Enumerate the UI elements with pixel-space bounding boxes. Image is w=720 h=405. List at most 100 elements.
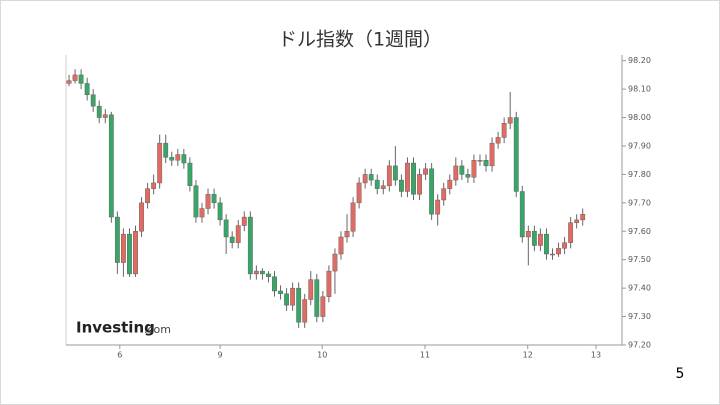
candle-body xyxy=(133,231,138,275)
candle-body xyxy=(139,202,144,232)
candle-body xyxy=(392,165,398,181)
candle-body xyxy=(284,293,289,306)
candle-body xyxy=(253,270,259,275)
y-tick-label: 97.90 xyxy=(628,141,651,150)
candle-body xyxy=(84,83,90,96)
candle-body xyxy=(459,165,465,175)
candle-body xyxy=(320,296,326,317)
candle-body xyxy=(241,216,247,226)
y-tick-label: 98.10 xyxy=(628,85,651,94)
candle-body xyxy=(447,179,453,189)
candle-body xyxy=(217,202,223,221)
candle-body xyxy=(495,137,501,144)
candle-body xyxy=(314,279,320,317)
candle-body xyxy=(417,174,422,195)
candle-body xyxy=(193,185,199,218)
candle-body xyxy=(477,159,483,162)
candle-body xyxy=(350,202,356,232)
candle-body xyxy=(435,199,441,215)
candle-body xyxy=(151,182,157,189)
candle-body xyxy=(326,270,332,297)
candle-body xyxy=(489,142,495,167)
candle-body xyxy=(90,94,96,107)
x-tick-label: 9 xyxy=(218,351,223,360)
candle-body xyxy=(247,216,253,275)
candle-body xyxy=(501,123,507,138)
candle-body xyxy=(513,117,519,192)
y-tick-label: 97.70 xyxy=(628,198,651,207)
candle-body xyxy=(114,216,120,263)
candle-body xyxy=(544,233,549,255)
candle-body xyxy=(568,222,574,243)
candle-body xyxy=(296,287,302,323)
candle-body xyxy=(72,74,78,81)
candle-body xyxy=(169,157,175,161)
candle-body xyxy=(229,236,235,243)
y-tick-label: 97.60 xyxy=(628,227,651,236)
candle-body xyxy=(260,270,265,275)
candle-body xyxy=(302,299,308,323)
candle-body xyxy=(145,188,150,204)
y-tick-label: 97.80 xyxy=(628,170,651,179)
candle-body xyxy=(66,80,72,84)
x-tick-label: 10 xyxy=(317,351,327,360)
y-tick-label: 98.00 xyxy=(628,113,651,122)
candle-body xyxy=(399,179,404,192)
candle-body xyxy=(525,231,531,238)
candle-body xyxy=(187,162,193,186)
y-tick-label: 97.50 xyxy=(628,255,651,264)
candle-body xyxy=(78,74,84,84)
candle-body xyxy=(272,276,277,292)
candle-body xyxy=(332,253,338,272)
x-tick-label: 6 xyxy=(117,351,122,360)
candle-body xyxy=(235,225,241,243)
candle-body xyxy=(574,219,580,223)
page-number: 5 xyxy=(676,366,685,382)
candle-body xyxy=(127,233,132,275)
candle-body xyxy=(223,219,229,238)
x-tick-label: 13 xyxy=(591,351,601,360)
candle-body xyxy=(562,242,567,249)
candle-body xyxy=(374,179,380,189)
x-tick-label: 11 xyxy=(420,351,430,360)
candle-body xyxy=(465,174,471,178)
candle-body xyxy=(580,214,586,221)
x-tick-label: 12 xyxy=(523,351,533,360)
candle-body xyxy=(108,114,114,218)
candle-body xyxy=(308,279,314,300)
candle-body xyxy=(380,185,386,189)
y-tick-label: 97.20 xyxy=(628,341,651,350)
candle-body xyxy=(556,248,561,255)
candle-body xyxy=(290,287,296,306)
y-tick-label: 97.40 xyxy=(628,284,651,293)
candle-body xyxy=(163,142,169,158)
candle-body xyxy=(205,194,211,209)
candle-body xyxy=(405,162,410,192)
chart-title: ドル指数（1週間） xyxy=(278,29,442,51)
candle-body xyxy=(507,117,513,124)
candle-body xyxy=(423,168,428,175)
candle-body xyxy=(441,188,447,201)
y-tick-label: 97.30 xyxy=(628,312,651,321)
candle-body xyxy=(102,114,108,118)
candle-body xyxy=(338,236,344,255)
candle-body xyxy=(121,233,126,263)
candle-body xyxy=(175,154,181,161)
candle-body xyxy=(471,159,477,178)
candle-body xyxy=(550,253,555,256)
candle-body xyxy=(368,174,374,181)
candle-body xyxy=(362,174,368,184)
candle-body xyxy=(199,208,205,218)
candle-body xyxy=(453,165,459,181)
watermark-brand: Investing xyxy=(76,319,155,337)
candle-body xyxy=(344,231,350,238)
candle-body xyxy=(157,142,163,184)
candle-body xyxy=(411,162,416,195)
candle-body xyxy=(531,231,537,246)
candle-body xyxy=(519,191,525,238)
candle-body xyxy=(429,168,435,215)
candle-body xyxy=(386,165,392,186)
y-tick-label: 98.20 xyxy=(628,56,651,65)
candle-body xyxy=(356,182,362,204)
